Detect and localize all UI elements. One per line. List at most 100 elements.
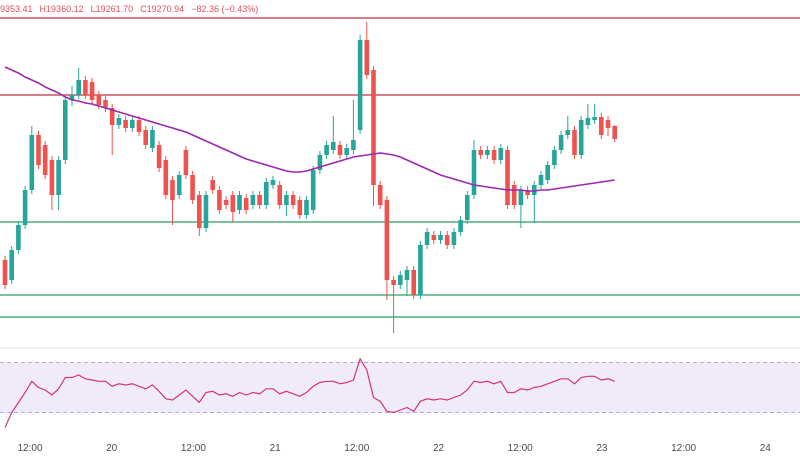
candle-body: [572, 130, 577, 155]
candle-body: [176, 175, 182, 195]
candle-body: [331, 142, 336, 150]
candle-body: [599, 117, 604, 135]
candle-body: [491, 150, 497, 160]
candle-body: [592, 117, 597, 120]
candle-body: [317, 155, 323, 170]
candle-body: [63, 100, 68, 160]
candle-body: [424, 232, 430, 245]
candle-body: [612, 126, 617, 139]
candle-body: [243, 198, 249, 210]
header-value: −82.36 (−0.43%): [191, 4, 258, 14]
candle-body: [237, 195, 242, 210]
x-tick-label: 24: [760, 443, 772, 454]
candle-body: [230, 195, 236, 212]
x-tick-label: 12:00: [344, 443, 369, 454]
x-tick-label: 12:00: [181, 443, 206, 454]
candle-body: [190, 175, 195, 200]
candle-body: [532, 185, 537, 195]
candle-body: [411, 270, 416, 295]
candle-body: [163, 160, 169, 195]
candle-body: [438, 235, 443, 240]
moving-average: [4, 66, 615, 192]
candle-body: [431, 235, 437, 240]
candle-body: [210, 180, 215, 190]
candle-body: [223, 200, 229, 205]
candle-body: [136, 120, 142, 132]
candle-body: [130, 120, 135, 128]
candle-body: [458, 220, 463, 232]
candle-body: [183, 150, 189, 175]
candle-body: [143, 130, 148, 145]
candle-body: [344, 148, 349, 155]
header-value: C19270.94: [140, 4, 184, 14]
candle-body: [123, 120, 128, 128]
candle-body: [103, 100, 108, 108]
candle-body: [197, 195, 202, 228]
x-tick-label: 22: [433, 443, 445, 454]
time-axis: 12:00 20 12:00 21 12:00 22 12:00 23 12:00 24: [17, 443, 771, 454]
candle-body: [22, 190, 28, 225]
candle-body: [485, 150, 490, 155]
candle-body: [9, 250, 14, 280]
candle-body: [250, 195, 256, 205]
candle-body: [538, 175, 544, 185]
candle-body: [451, 232, 457, 245]
x-tick-label: 23: [596, 443, 608, 454]
candle-body: [116, 118, 122, 125]
header-value: H19360.12: [40, 4, 84, 14]
candle-body: [578, 120, 584, 155]
candle-body: [36, 135, 41, 165]
candle-body: [505, 150, 510, 205]
candle-body: [257, 195, 262, 205]
candle-body: [83, 80, 88, 95]
ohlc-header: 9353.41 H19360.12 L19261.70 C19270.94 −82.36…: [0, 4, 258, 14]
candle-body: [545, 165, 550, 180]
candle-body: [605, 120, 611, 128]
candle-body: [76, 80, 81, 95]
candle-body: [364, 40, 370, 75]
rsi-panel: [0, 347, 800, 428]
candle-body: [398, 275, 403, 285]
x-tick-label: 12:00: [508, 443, 533, 454]
candle-body: [418, 245, 423, 295]
candle-body: [304, 200, 309, 215]
candle-body: [324, 145, 329, 155]
candle-body: [371, 70, 376, 185]
candle-body: [49, 160, 55, 195]
x-tick-label: 20: [106, 443, 118, 454]
candle-body: [156, 145, 162, 168]
candle-body: [217, 190, 222, 210]
candle-body: [471, 150, 477, 195]
candle-body: [585, 118, 591, 125]
candle-body: [391, 280, 396, 285]
candle-body: [518, 190, 524, 205]
candle-body: [357, 40, 363, 130]
candle-body: [2, 260, 8, 285]
candle-body: [264, 182, 269, 205]
candle-body: [29, 135, 35, 190]
candle-body: [377, 185, 383, 205]
candle-body: [96, 95, 102, 105]
candle-body: [565, 130, 571, 135]
candle-body: [465, 195, 470, 220]
candle-body: [498, 148, 504, 160]
candle-body: [384, 200, 390, 280]
candle-body: [69, 95, 75, 100]
candle-body: [270, 180, 276, 185]
candle-body: [552, 150, 557, 165]
candle-body: [511, 185, 517, 205]
header-value: 9353.41: [0, 4, 33, 14]
candle-body: [170, 180, 175, 200]
candle-body: [337, 145, 343, 155]
candle-body: [310, 170, 316, 210]
candle-body: [277, 185, 282, 205]
candle-body: [203, 195, 209, 228]
x-tick-label: 12:00: [671, 443, 696, 454]
rsi-line: [4, 357, 615, 428]
rsi-band: [0, 362, 800, 413]
candle-body: [444, 235, 450, 245]
candle-body: [109, 108, 115, 125]
